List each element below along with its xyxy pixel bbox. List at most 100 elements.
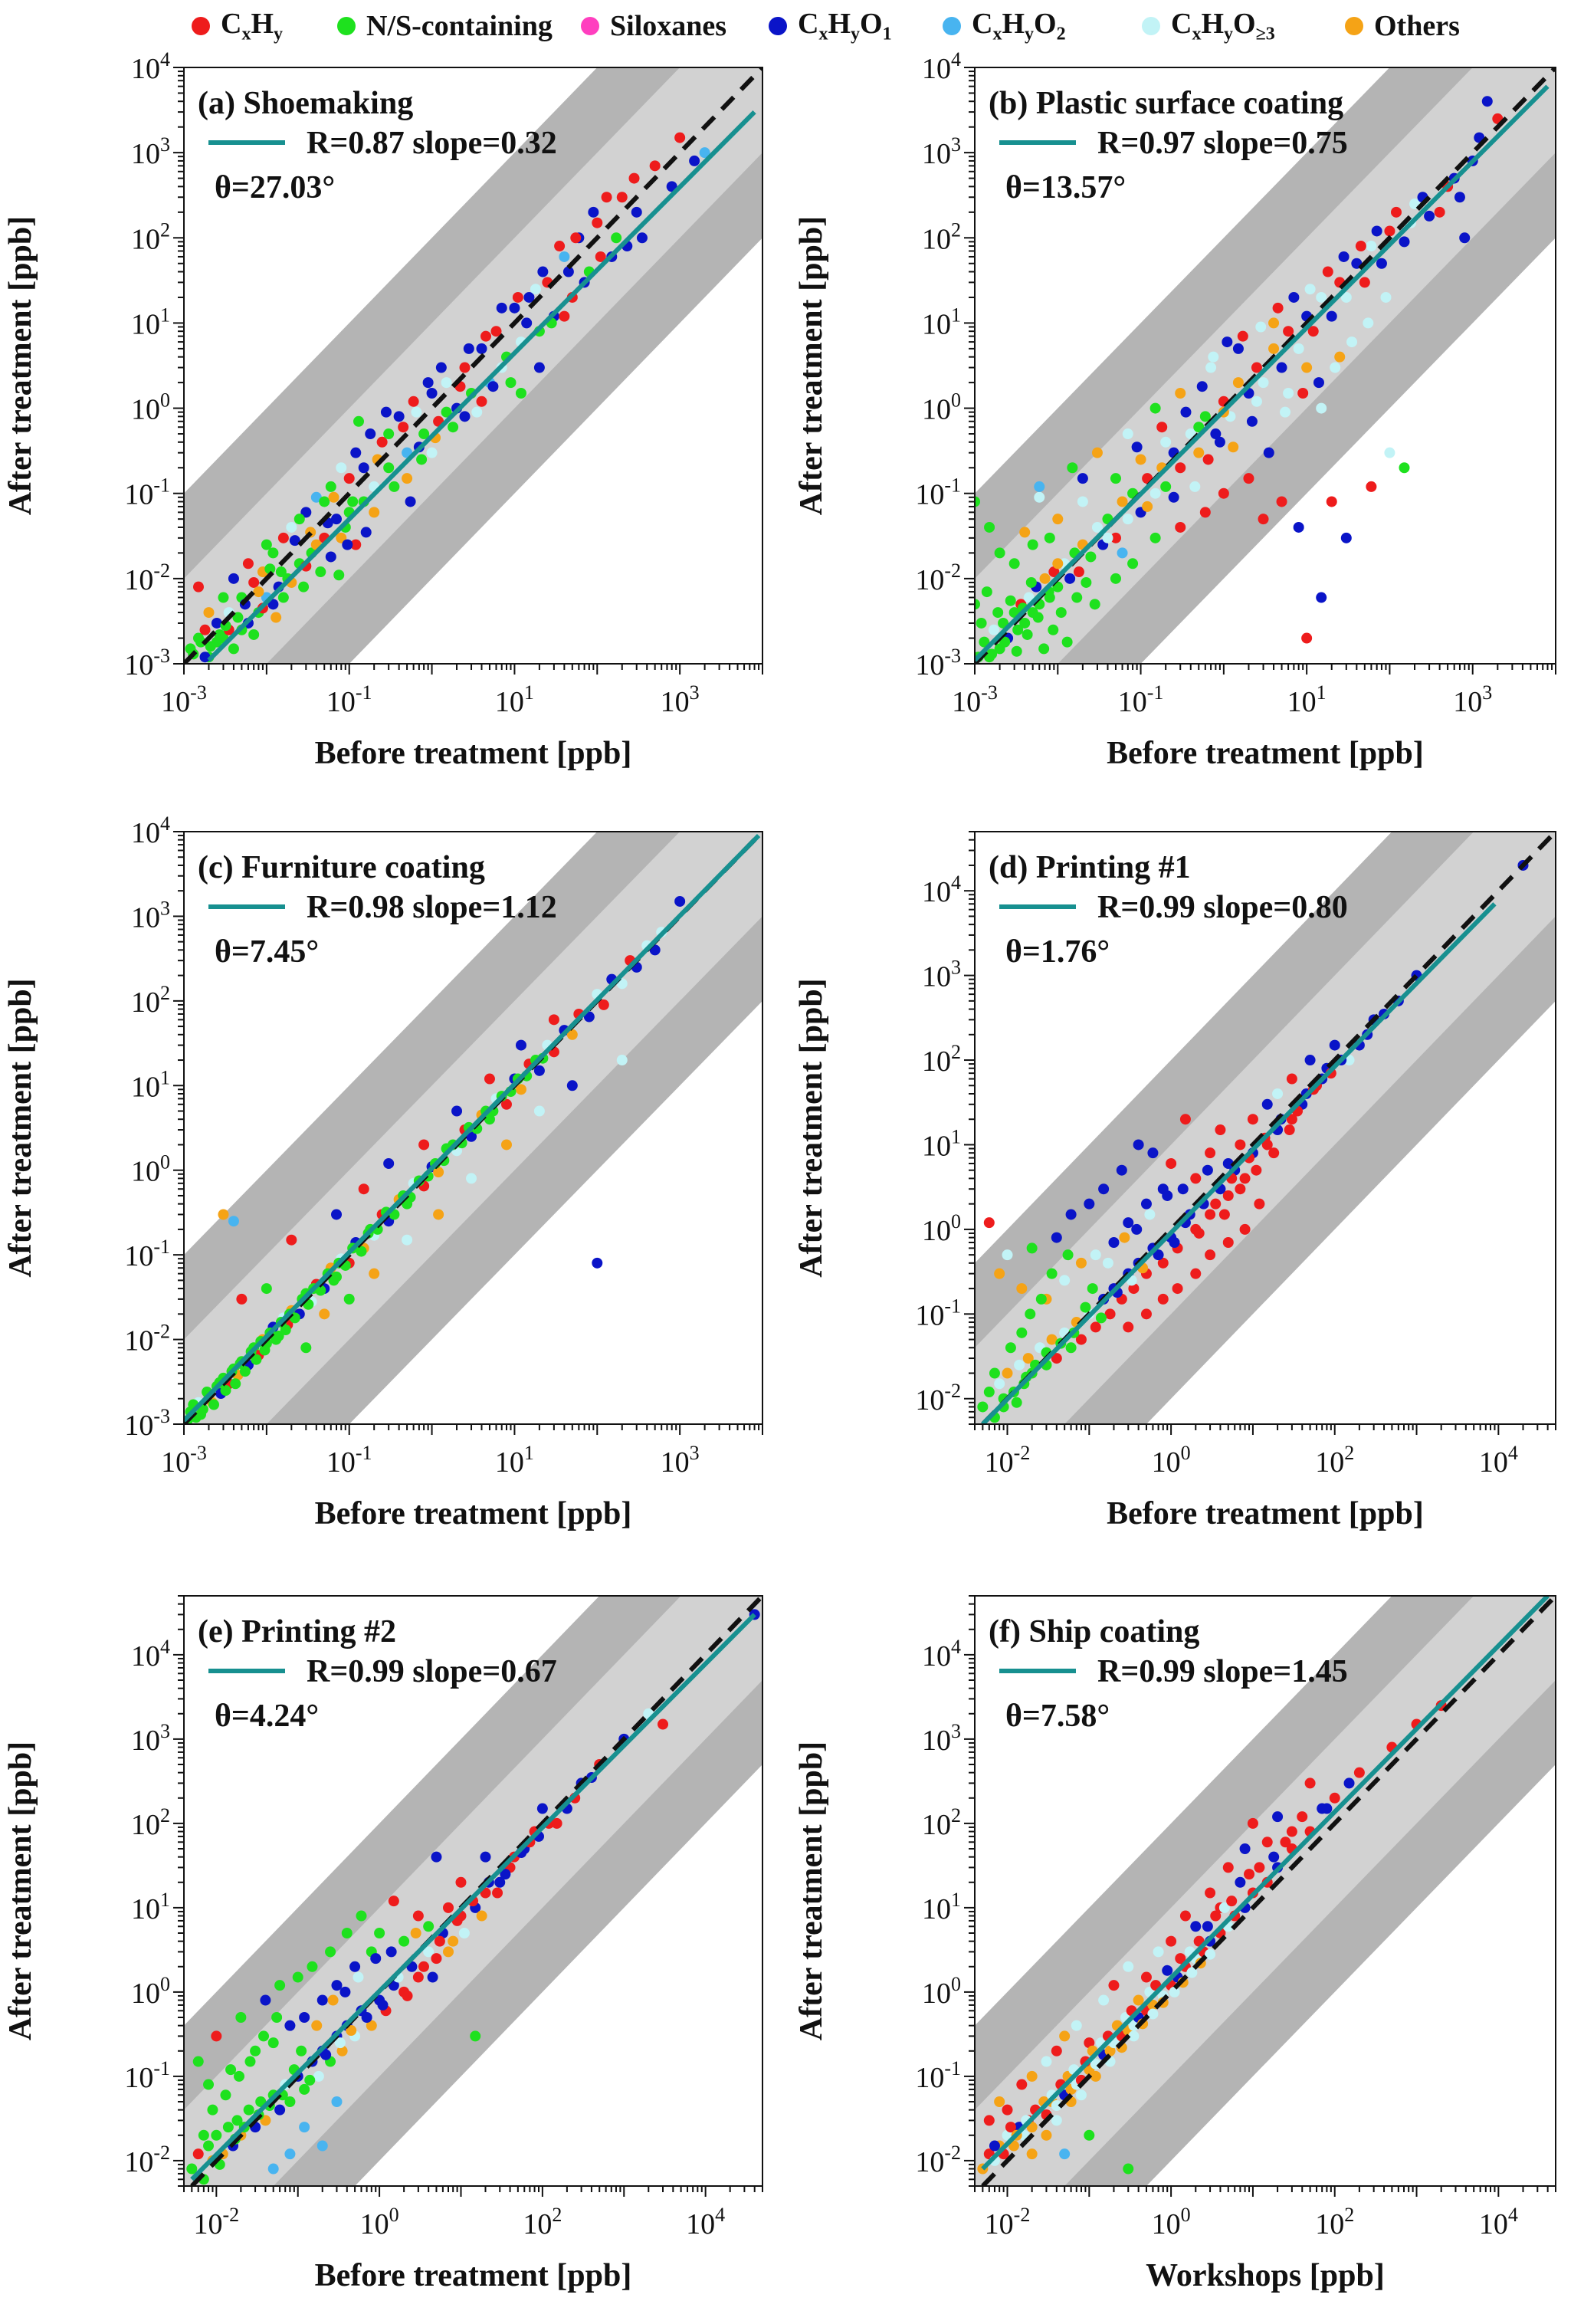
data-point — [1353, 1767, 1365, 1778]
data-point — [448, 422, 459, 433]
data-point — [1052, 558, 1064, 570]
data-point — [267, 547, 279, 559]
data-point — [1239, 1843, 1251, 1854]
data-point — [235, 2012, 247, 2023]
data-point — [492, 1887, 503, 1899]
data-point — [1228, 441, 1239, 453]
data-point — [1340, 532, 1352, 543]
data-point — [1371, 225, 1382, 237]
legend-item: CxHyO1 — [769, 8, 892, 44]
data-point — [1168, 491, 1179, 503]
data-point — [195, 636, 207, 648]
data-point — [1254, 1862, 1265, 1873]
data-point — [1326, 310, 1337, 322]
fit-stats-label: R=0.87 slope=0.32 — [307, 126, 557, 161]
data-point — [616, 192, 628, 203]
data-point — [1128, 1283, 1140, 1295]
data-point — [976, 617, 987, 629]
reference-lines — [981, 832, 1556, 1424]
data-point — [292, 1971, 303, 1983]
data-point — [470, 2030, 481, 2042]
data-point — [476, 396, 487, 407]
data-point — [1144, 1209, 1156, 1220]
data-point — [195, 1409, 207, 1420]
data-point — [1222, 336, 1233, 348]
data-point — [566, 1080, 578, 1091]
data-point — [1157, 1293, 1169, 1305]
data-point — [388, 1896, 399, 1907]
data-point — [1272, 1088, 1284, 1099]
data-point — [1041, 2129, 1052, 2141]
data-point — [975, 599, 980, 610]
data-point — [426, 447, 438, 458]
x-tick-label: 10-2 — [985, 1442, 1031, 1479]
x-tick-label: 104 — [1479, 1442, 1518, 1479]
data-point — [319, 1308, 330, 1320]
data-point — [1205, 362, 1217, 373]
data-point — [1196, 381, 1208, 392]
data-point — [566, 1029, 578, 1040]
data-point — [699, 147, 710, 159]
y-tick-label: 102 — [922, 1041, 961, 1078]
data-point — [1304, 1055, 1316, 1066]
data-point — [1304, 1777, 1316, 1789]
data-point — [1481, 96, 1493, 107]
data-point — [1359, 277, 1370, 288]
x-axis-title: Before treatment [ppb] — [315, 1496, 632, 1531]
data-point — [232, 612, 244, 623]
data-point — [1026, 2070, 1038, 2082]
data-point — [203, 2079, 215, 2090]
data-point — [286, 1234, 297, 1246]
data-point — [458, 1928, 470, 1938]
data-point — [1202, 1164, 1213, 1176]
data-point — [431, 1953, 442, 1965]
data-point — [1022, 629, 1033, 640]
data-point — [1131, 1223, 1143, 1235]
data-point — [1205, 1887, 1216, 1899]
data-point — [1149, 487, 1161, 499]
chart-panel: 10-2 100 102 104 10-2 10-1 100 101 102 103 104 Befo… — [794, 831, 1556, 1531]
x-tick-label: 10-1 — [326, 681, 372, 718]
data-point — [1222, 1190, 1234, 1201]
data-point — [347, 496, 359, 507]
data-point — [228, 1216, 239, 1227]
data-point — [1022, 1353, 1034, 1364]
data-point — [331, 514, 343, 525]
data-point — [261, 1283, 272, 1295]
y-axis-title: After treatment [ppb] — [3, 1741, 38, 2040]
y-tick-label: 10-2 — [915, 1380, 961, 1416]
data-point — [979, 636, 990, 648]
data-point — [1005, 2122, 1016, 2133]
plot-frame — [183, 67, 763, 665]
data-point — [1202, 454, 1214, 465]
data-point — [313, 2070, 324, 2082]
data-point — [1065, 1209, 1077, 1220]
data-point — [480, 1851, 491, 1863]
data-point — [299, 2083, 310, 2095]
data-point — [1025, 576, 1037, 588]
data-point — [1091, 521, 1103, 533]
data-point — [1166, 1935, 1177, 1947]
y-tick-label: 103 — [131, 897, 170, 934]
data-point — [476, 1910, 487, 1922]
data-point — [1157, 1257, 1169, 1269]
data-point — [1153, 1249, 1164, 1261]
data-point — [496, 302, 507, 313]
data-point — [500, 1139, 512, 1151]
data-point — [1246, 415, 1258, 427]
data-point — [1235, 1876, 1246, 1888]
data-point — [1283, 388, 1294, 399]
data-point — [1104, 1308, 1116, 1320]
data-point — [658, 1718, 669, 1730]
data-point — [992, 607, 1004, 619]
y-axis: 10-3 10-2 10-1 100 101 102 103 104 — [124, 812, 184, 1442]
legend-item: CxHy — [192, 8, 283, 44]
data-point — [261, 539, 272, 550]
data-point — [1048, 624, 1059, 635]
data-point — [1334, 351, 1346, 363]
legend-marker — [1142, 17, 1160, 35]
data-point — [1067, 462, 1078, 474]
data-point — [490, 326, 502, 337]
data-point — [1247, 1114, 1258, 1125]
data-point — [463, 343, 474, 354]
